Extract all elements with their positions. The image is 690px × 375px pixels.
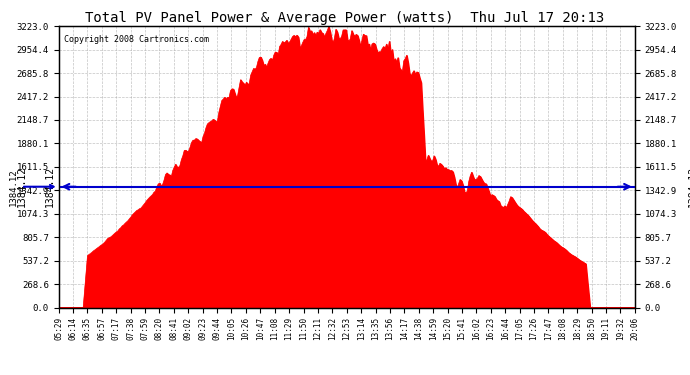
Text: Total PV Panel Power & Average Power (watts)  Thu Jul 17 20:13: Total PV Panel Power & Average Power (wa… [86,11,604,25]
Text: 1384.12: 1384.12 [17,166,27,207]
Text: 1384.12: 1384.12 [688,166,690,207]
Text: 1384.12: 1384.12 [46,166,55,207]
Text: 1384.12: 1384.12 [10,168,54,206]
Text: Copyright 2008 Cartronics.com: Copyright 2008 Cartronics.com [64,35,209,44]
